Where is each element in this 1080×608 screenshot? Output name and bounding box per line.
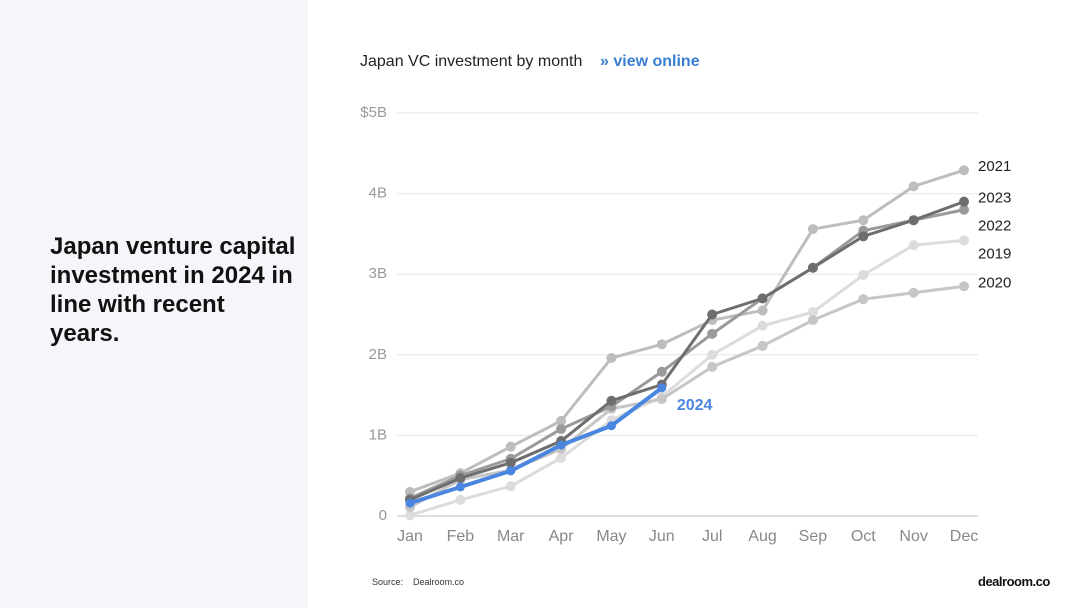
data-point (959, 165, 969, 176)
data-point (556, 423, 567, 434)
source-label: Source: (372, 577, 404, 587)
series-label: 2023 (978, 190, 1011, 207)
series-line (409, 386, 664, 506)
x-tick-label: Jun (649, 528, 675, 545)
logo: dealroom.co (978, 574, 1050, 589)
data-point (908, 215, 919, 226)
data-point (807, 307, 818, 318)
data-point (908, 181, 919, 192)
data-point (858, 231, 869, 242)
side-panel (0, 0, 308, 608)
series-label: 2022 (978, 218, 1011, 235)
data-point (455, 473, 466, 484)
data-point (757, 305, 768, 316)
x-tick-label: Dec (950, 528, 978, 545)
data-point (556, 440, 566, 450)
data-point (959, 204, 969, 215)
data-point (656, 394, 667, 405)
x-tick-label: May (596, 528, 626, 545)
y-tick-label: 3B (369, 265, 387, 282)
data-point (858, 270, 869, 281)
series-line (409, 208, 965, 500)
x-tick-label: Aug (748, 528, 776, 545)
series-line (409, 238, 965, 517)
source: Source: Dealroom.co (372, 577, 464, 587)
x-tick-label: Jan (397, 528, 423, 545)
data-point (858, 294, 869, 305)
source-name: Dealroom.co (413, 577, 465, 587)
data-point (959, 235, 969, 246)
data-point (656, 366, 667, 377)
data-point (656, 339, 667, 350)
data-point (807, 262, 818, 273)
data-point (959, 196, 969, 207)
x-tick-label: Feb (447, 528, 475, 545)
data-point (807, 224, 818, 235)
x-tick-label: Nov (899, 528, 927, 545)
data-point (757, 340, 768, 351)
x-tick-label: Sep (799, 528, 828, 545)
series-line (409, 200, 965, 502)
data-point (908, 287, 919, 298)
y-tick-label: 1B (369, 426, 387, 443)
data-point (707, 361, 718, 372)
x-tick-label: Oct (851, 528, 876, 545)
x-tick-label: Mar (497, 528, 525, 545)
data-point (707, 349, 718, 360)
y-tick-label: 0 (379, 507, 387, 524)
data-point (908, 240, 919, 251)
data-point (606, 353, 617, 364)
data-point (556, 415, 567, 426)
data-point (505, 457, 516, 468)
x-tick-label: Apr (549, 528, 575, 545)
data-point (959, 281, 969, 292)
series-label: 2019 (978, 246, 1011, 263)
data-point (858, 215, 869, 226)
y-tick-label: 2B (369, 346, 387, 363)
y-tick-label: $5B (360, 104, 387, 121)
data-point (606, 395, 617, 406)
series-label: 2024 (677, 397, 713, 414)
data-point (757, 293, 768, 304)
data-point (405, 498, 415, 508)
data-point (455, 494, 466, 505)
view-online-link[interactable]: » view online (600, 53, 700, 70)
heading: Japan venture capital investment in 2024… (50, 233, 296, 347)
series-label: 2021 (978, 158, 1011, 175)
data-point (505, 441, 516, 452)
y-tick-label: 4B (369, 185, 387, 202)
data-point (506, 466, 516, 476)
data-point (807, 315, 818, 326)
data-point (505, 481, 516, 492)
data-point (707, 309, 718, 320)
data-point (405, 510, 415, 521)
data-point (657, 383, 667, 393)
data-point (757, 320, 768, 331)
data-point (707, 328, 718, 339)
x-tick-label: Jul (702, 528, 722, 545)
data-point (556, 452, 567, 463)
series-label: 2020 (978, 274, 1011, 291)
data-point (606, 421, 616, 431)
series-line (409, 168, 965, 494)
chart-title: Japan VC investment by month (360, 53, 582, 70)
data-point (455, 482, 465, 492)
